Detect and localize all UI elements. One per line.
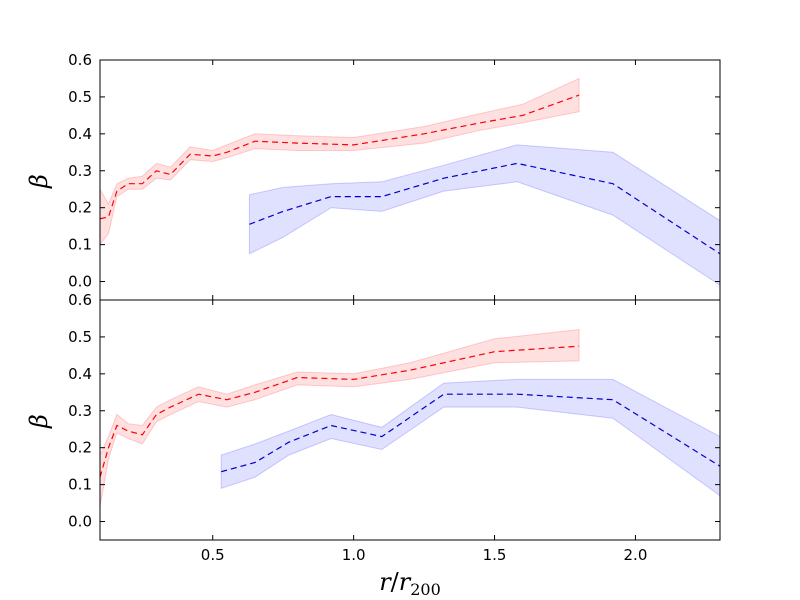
x-tick-label: 2.0	[624, 546, 648, 564]
x-tick-label: 1.0	[342, 546, 366, 564]
bottom-panel: 0.0 0.1 0.2 0.3 0.4 0.5 0.6 0.5 1.0 1.5 2.0	[68, 291, 721, 564]
plot-area	[100, 328, 720, 507]
y-tick-label: 0.6	[68, 291, 92, 309]
y-tick-label: 0.0	[68, 273, 92, 291]
top-panel: 0.0 0.1 0.2 0.3 0.4 0.5 0.6	[68, 51, 721, 301]
y-tick-label: 0.5	[68, 88, 92, 106]
blue-series-line	[249, 162, 720, 255]
y-tick-label: 0.1	[68, 236, 92, 254]
top-y-axis-label: β	[25, 174, 53, 189]
bottom-y-axis-label: β	[25, 414, 53, 429]
y-tick-label: 0.3	[68, 162, 92, 180]
red-series-line	[100, 345, 580, 478]
plot-area	[100, 77, 720, 286]
blue-confidence-band	[220, 378, 720, 497]
y-tick-label: 0.6	[68, 51, 92, 69]
y-tick-label: 0.0	[68, 513, 92, 531]
y-tick-label: 0.2	[68, 199, 92, 217]
x-axis-label: r/r200	[379, 568, 441, 599]
y-tick-label: 0.1	[68, 476, 92, 494]
x-tick-label: 0.5	[201, 546, 225, 564]
y-tick-label: 0.5	[68, 328, 92, 346]
x-tick-label: 1.5	[483, 546, 507, 564]
axes-frame	[99, 299, 721, 541]
y-tick-label: 0.4	[68, 125, 92, 143]
red-series-line	[100, 94, 580, 220]
blue-confidence-band	[248, 144, 720, 286]
y-tick-label: 0.3	[68, 402, 92, 420]
red-confidence-band	[100, 77, 580, 246]
red-confidence-band	[100, 328, 580, 507]
y-tick-label: 0.4	[68, 365, 92, 383]
y-tick-label: 0.2	[68, 439, 92, 457]
blue-series-line	[221, 393, 720, 473]
